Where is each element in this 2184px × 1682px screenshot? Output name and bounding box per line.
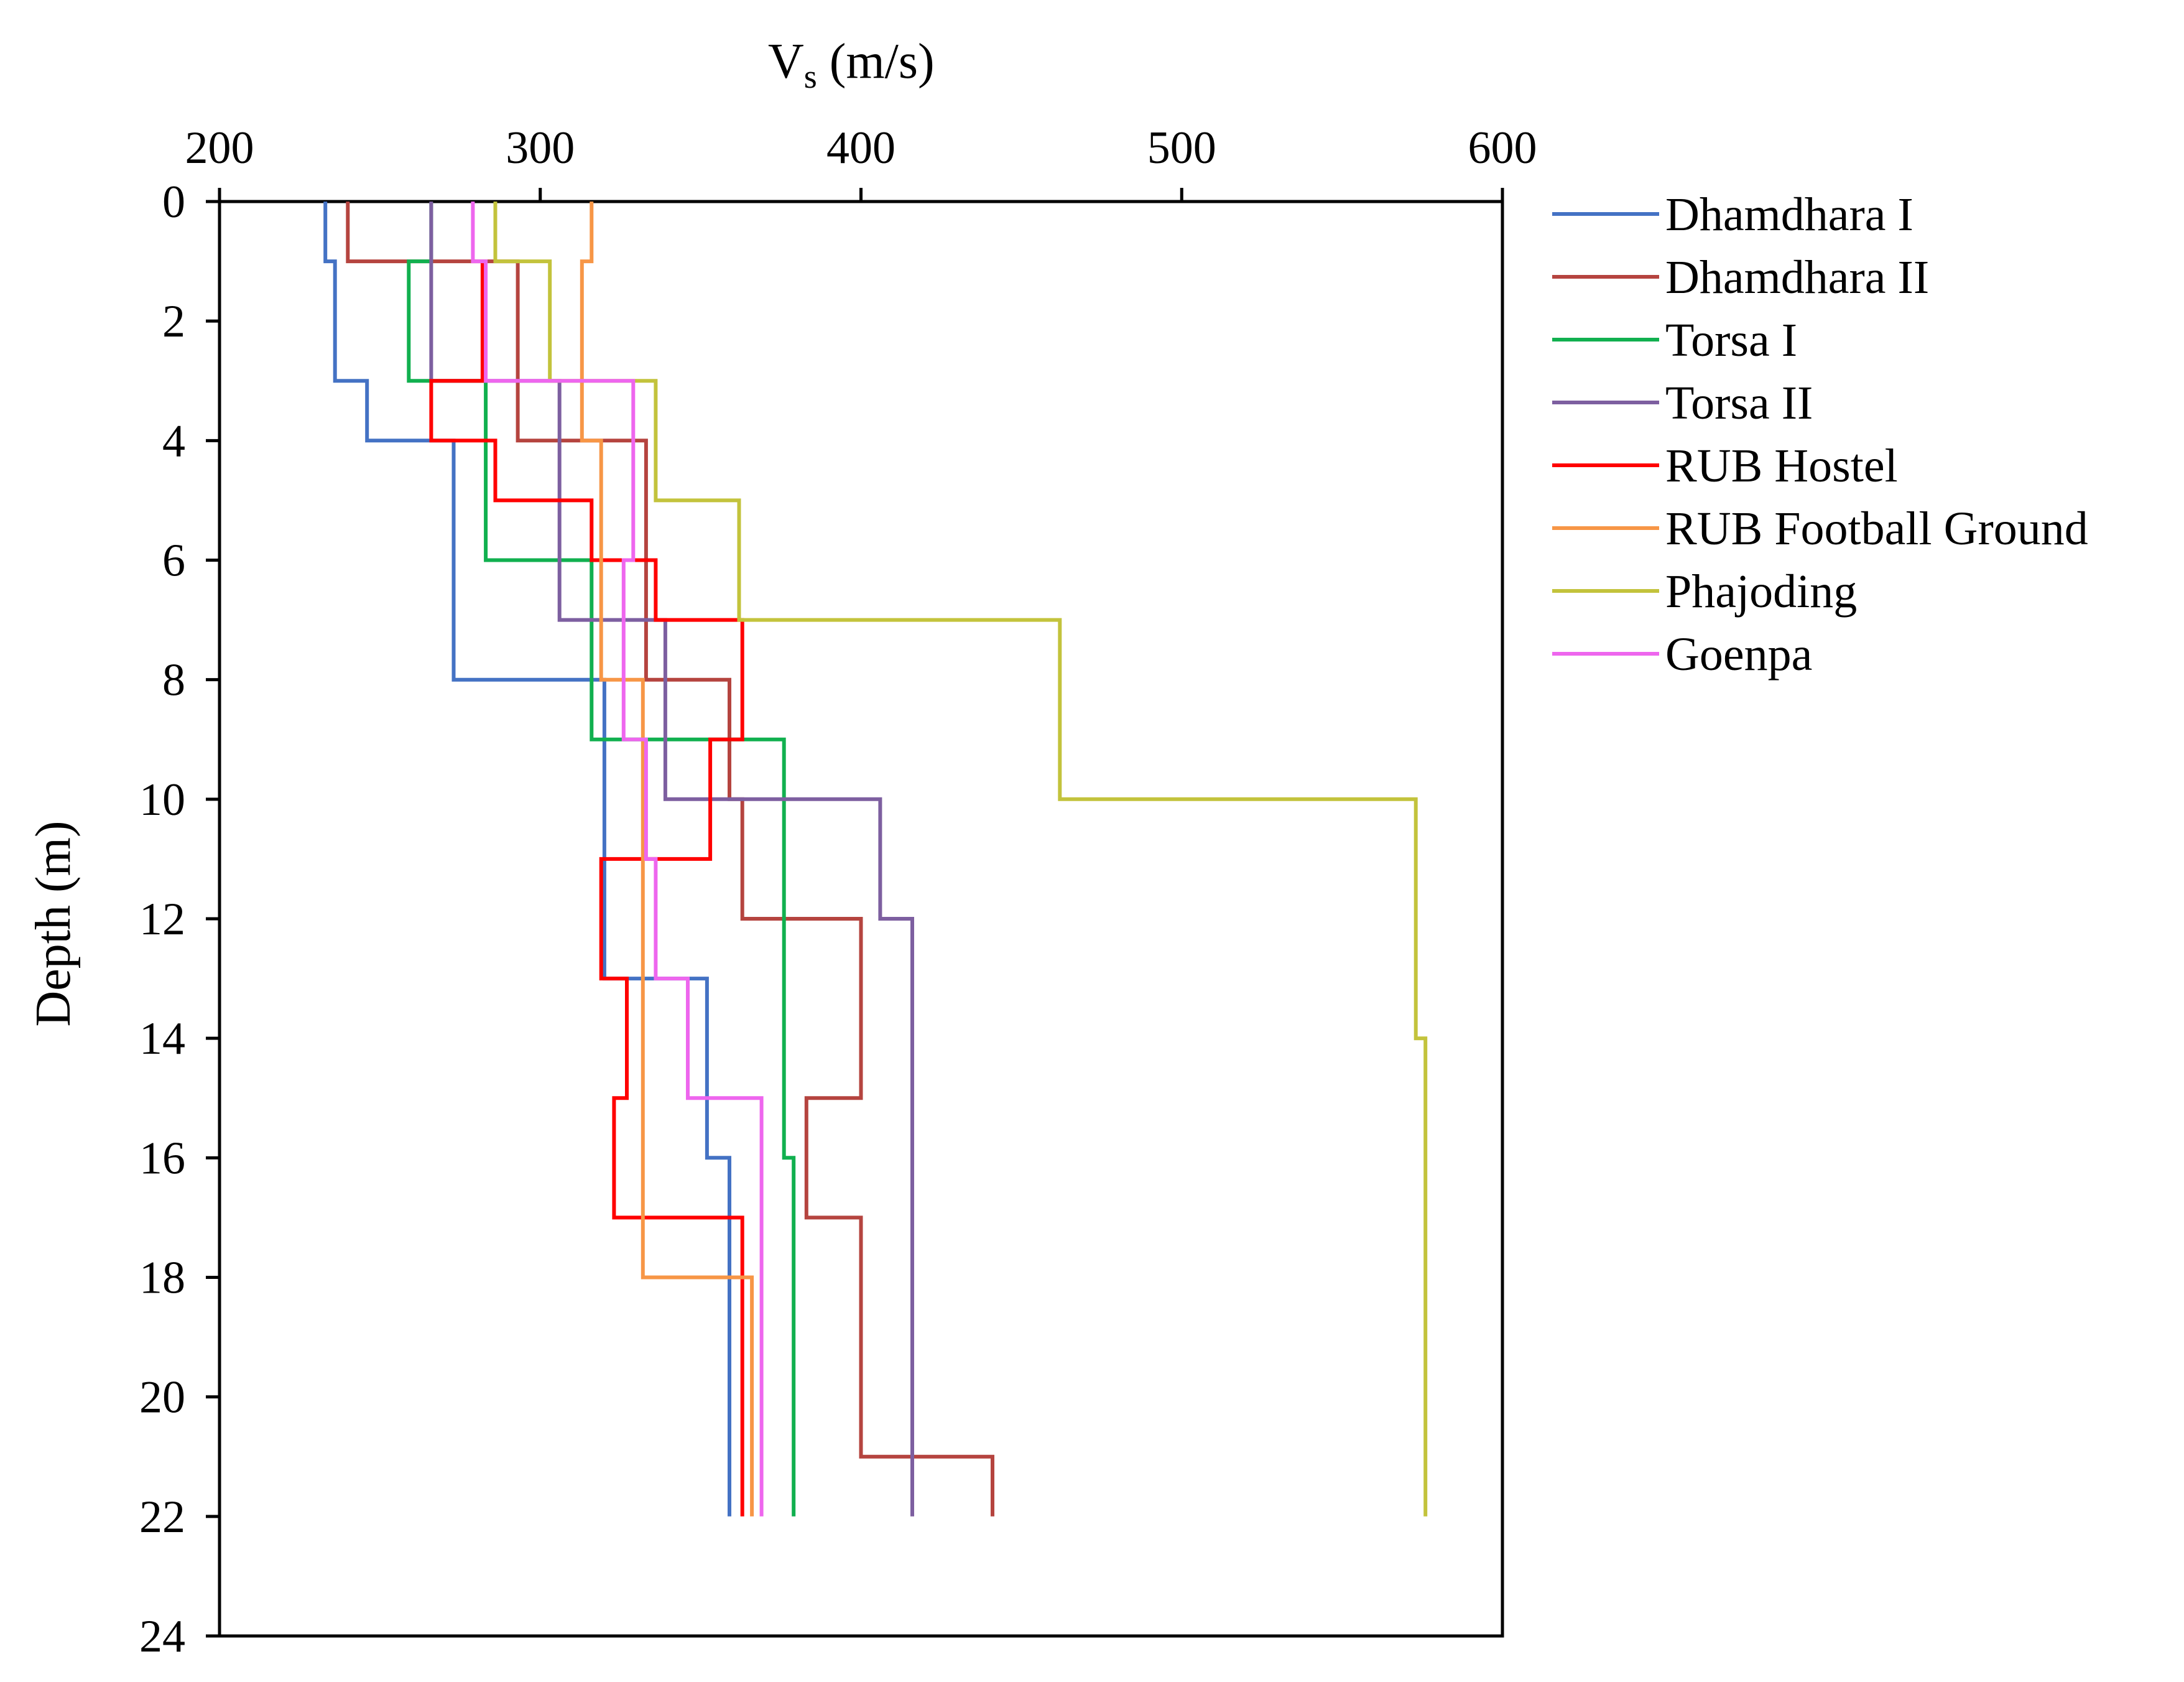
y-tick-label: 16 <box>139 1133 185 1184</box>
x-axis-title-main: V <box>768 34 804 89</box>
legend-label: Dhamdhara I <box>1665 188 1913 241</box>
x-tick-label: 200 <box>185 123 254 174</box>
x-tick-label: 400 <box>826 123 895 174</box>
y-tick-label: 4 <box>162 416 185 467</box>
legend-label: RUB Hostel <box>1665 440 1898 492</box>
legend-label: Goenpa <box>1665 628 1812 681</box>
y-tick-label: 20 <box>139 1372 185 1423</box>
y-tick-label: 8 <box>162 655 185 706</box>
y-tick-label: 12 <box>139 894 185 945</box>
y-tick-label: 22 <box>139 1492 185 1543</box>
legend-label: RUB Football Ground <box>1665 503 2088 555</box>
x-tick-label: 300 <box>506 123 575 174</box>
y-axis-title: Depth (m) <box>26 820 81 1026</box>
legend-label: Phajoding <box>1665 565 1857 618</box>
y-tick-label: 0 <box>162 177 185 228</box>
x-axis-title-unit: (m/s) <box>817 34 935 89</box>
y-tick-label: 6 <box>162 536 185 587</box>
x-tick-label: 600 <box>1468 123 1537 174</box>
y-tick-label: 14 <box>139 1013 185 1064</box>
series-line-rub-football-ground <box>580 202 754 1517</box>
series-line-goenpa <box>471 202 764 1517</box>
y-tick-label: 2 <box>162 296 185 347</box>
legend: Dhamdhara I Dhamdhara II Torsa I Torsa II RU… <box>1552 188 2088 681</box>
series-layer <box>323 202 1428 1517</box>
series-line-dhamdhara-ii <box>346 202 994 1517</box>
series-line-torsa-i <box>407 202 796 1517</box>
y-tick-label: 24 <box>139 1611 185 1662</box>
legend-label: Dhamdhara II <box>1665 251 1929 304</box>
series-line-dhamdhara-i <box>323 202 731 1517</box>
x-tick-label: 500 <box>1147 123 1216 174</box>
x-axis-title-subscript: s <box>804 58 817 95</box>
legend-label: Torsa II <box>1665 377 1813 429</box>
series-line-rub-hostel <box>429 261 744 1517</box>
y-tick-label: 18 <box>139 1253 185 1304</box>
series-line-phajoding <box>493 202 1428 1517</box>
y-tick-label: 10 <box>139 774 185 825</box>
legend-label: Torsa I <box>1665 314 1797 366</box>
x-axis-title: Vs (m/s) <box>768 34 935 95</box>
